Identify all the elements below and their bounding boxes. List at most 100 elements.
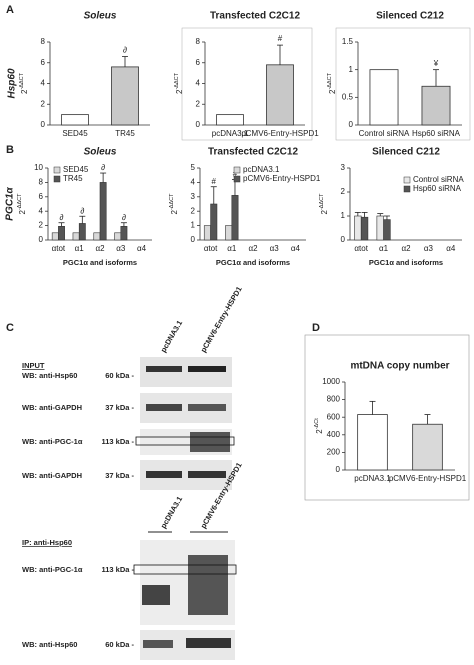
legend-swatch bbox=[403, 176, 411, 184]
y-axis-label: 2-ΔΔCT bbox=[319, 193, 329, 215]
y-tick-label: 3 bbox=[191, 192, 196, 201]
panel-frame bbox=[304, 334, 470, 501]
y-axis-label: 2-ΔΔCT bbox=[169, 193, 179, 215]
bar bbox=[360, 216, 369, 241]
legend-swatch bbox=[53, 175, 61, 183]
y-tick-label: 8 bbox=[196, 37, 201, 46]
blot-size: 113 kDa - bbox=[101, 437, 134, 446]
y-tick-label: 0 bbox=[341, 235, 346, 244]
y-tick-label: 3 bbox=[341, 163, 346, 172]
y-tick-label: 0 bbox=[349, 120, 354, 129]
band bbox=[146, 404, 182, 411]
annotation: ∂ bbox=[80, 206, 84, 215]
legend-label: Hsp60 siRNA bbox=[413, 184, 462, 193]
y-tick-label: 2 bbox=[341, 187, 346, 196]
x-tick-label: SED45 bbox=[62, 129, 88, 138]
y-axis-label: 2-ΔΔCT bbox=[19, 72, 29, 94]
y-label-sup: -ΔΔCT bbox=[169, 193, 175, 210]
bar bbox=[369, 69, 399, 126]
band bbox=[146, 366, 182, 372]
x-tick-label: pCMV6-Entry-HSPD1 bbox=[389, 474, 467, 483]
bar bbox=[412, 423, 443, 471]
y-tick-label: 0 bbox=[191, 235, 196, 244]
y-label-base: 2 bbox=[170, 209, 179, 214]
x-tick-label: pcDNA3.1 bbox=[354, 474, 391, 483]
bar bbox=[225, 225, 233, 241]
x-tick-label: αtot bbox=[354, 244, 368, 253]
panel-letter: A bbox=[6, 4, 14, 16]
annotation: ∂ bbox=[122, 213, 126, 222]
x-tick-label: α4 bbox=[291, 244, 301, 253]
row-label: Hsp60 bbox=[7, 68, 18, 98]
blot-label: WB: anti-PGC-1α bbox=[22, 437, 83, 446]
x-axis-label: PGC1α and isoforms bbox=[63, 258, 137, 267]
box bbox=[135, 436, 235, 446]
x-tick-label: α3 bbox=[116, 244, 126, 253]
x-axis-label: PGC1α and isoforms bbox=[369, 258, 443, 267]
lane-label: pcDNA3.1 bbox=[159, 319, 185, 354]
blot-images bbox=[133, 357, 237, 660]
box bbox=[133, 564, 237, 575]
bar bbox=[383, 219, 391, 241]
band bbox=[188, 471, 226, 478]
x-tick-label: α4 bbox=[137, 244, 147, 253]
y-label-base: 2 bbox=[20, 89, 29, 94]
y-tick-label: 0 bbox=[39, 235, 44, 244]
blot-label: WB: anti-PGC-1α bbox=[22, 565, 83, 574]
y-tick-label: 4 bbox=[41, 79, 46, 88]
chart-title: Soleus bbox=[84, 11, 117, 22]
y-tick-label: 200 bbox=[327, 448, 341, 457]
y-tick-label: 1000 bbox=[322, 377, 340, 386]
lane-label: pcDNA3.1 bbox=[159, 495, 185, 530]
y-tick-label: 0 bbox=[196, 120, 201, 129]
y-tick-label: 1 bbox=[349, 65, 354, 74]
y-tick-label: 4 bbox=[39, 206, 44, 215]
blot-size: 37 kDa - bbox=[105, 471, 134, 480]
bar bbox=[210, 203, 218, 241]
annotation: ∂ bbox=[60, 213, 64, 222]
y-tick-label: 2 bbox=[41, 99, 46, 108]
panel-frame bbox=[181, 27, 313, 141]
y-label-sup: -ΔΔCT bbox=[19, 72, 25, 89]
bar bbox=[51, 232, 59, 241]
y-label-sup: -ΔCt bbox=[314, 418, 320, 429]
y-tick-label: 2 bbox=[39, 221, 44, 230]
y-tick-label: 8 bbox=[41, 37, 46, 46]
annotation: # bbox=[233, 170, 238, 179]
legend-swatch bbox=[403, 185, 411, 193]
legend-label: SED45 bbox=[63, 165, 89, 174]
chart-title: Soleus bbox=[84, 147, 117, 158]
y-tick-label: 5 bbox=[191, 163, 196, 172]
x-tick-label: αtot bbox=[52, 244, 66, 253]
blot-size: 37 kDa - bbox=[105, 403, 134, 412]
y-label-base: 2 bbox=[315, 429, 324, 434]
y-label-base: 2 bbox=[175, 89, 184, 94]
y-label-base: 2 bbox=[18, 209, 27, 214]
band bbox=[188, 555, 228, 615]
y-tick-label: 0 bbox=[336, 465, 341, 474]
bar bbox=[61, 114, 89, 126]
y-tick-label: 1.5 bbox=[342, 37, 354, 46]
band bbox=[142, 585, 170, 605]
x-tick-label: α2 bbox=[248, 244, 258, 253]
legend-label: Control siRNA bbox=[413, 175, 464, 184]
y-tick-label: 0 bbox=[41, 120, 46, 129]
x-tick-label: α3 bbox=[424, 244, 434, 253]
blot-label: WB: anti-Hsp60 bbox=[22, 640, 77, 649]
x-tick-label: Hsp60 siRNA bbox=[412, 129, 461, 138]
x-tick-label: α1 bbox=[379, 244, 389, 253]
blot-label: WB: anti-Hsp60 bbox=[22, 371, 77, 380]
blot-label: WB: anti-GAPDH bbox=[22, 403, 82, 412]
bar bbox=[111, 66, 139, 126]
bar bbox=[376, 215, 384, 241]
bar bbox=[231, 195, 239, 241]
y-tick-label: 2 bbox=[191, 206, 196, 215]
legend-swatch bbox=[233, 166, 241, 174]
bar bbox=[120, 226, 128, 241]
legend-label: TR45 bbox=[63, 174, 83, 183]
bar bbox=[58, 226, 65, 241]
bar bbox=[72, 232, 80, 241]
x-tick-label: TR45 bbox=[115, 129, 135, 138]
y-tick-label: 6 bbox=[41, 58, 46, 67]
chart-title: Transfected C2C12 bbox=[208, 147, 298, 158]
